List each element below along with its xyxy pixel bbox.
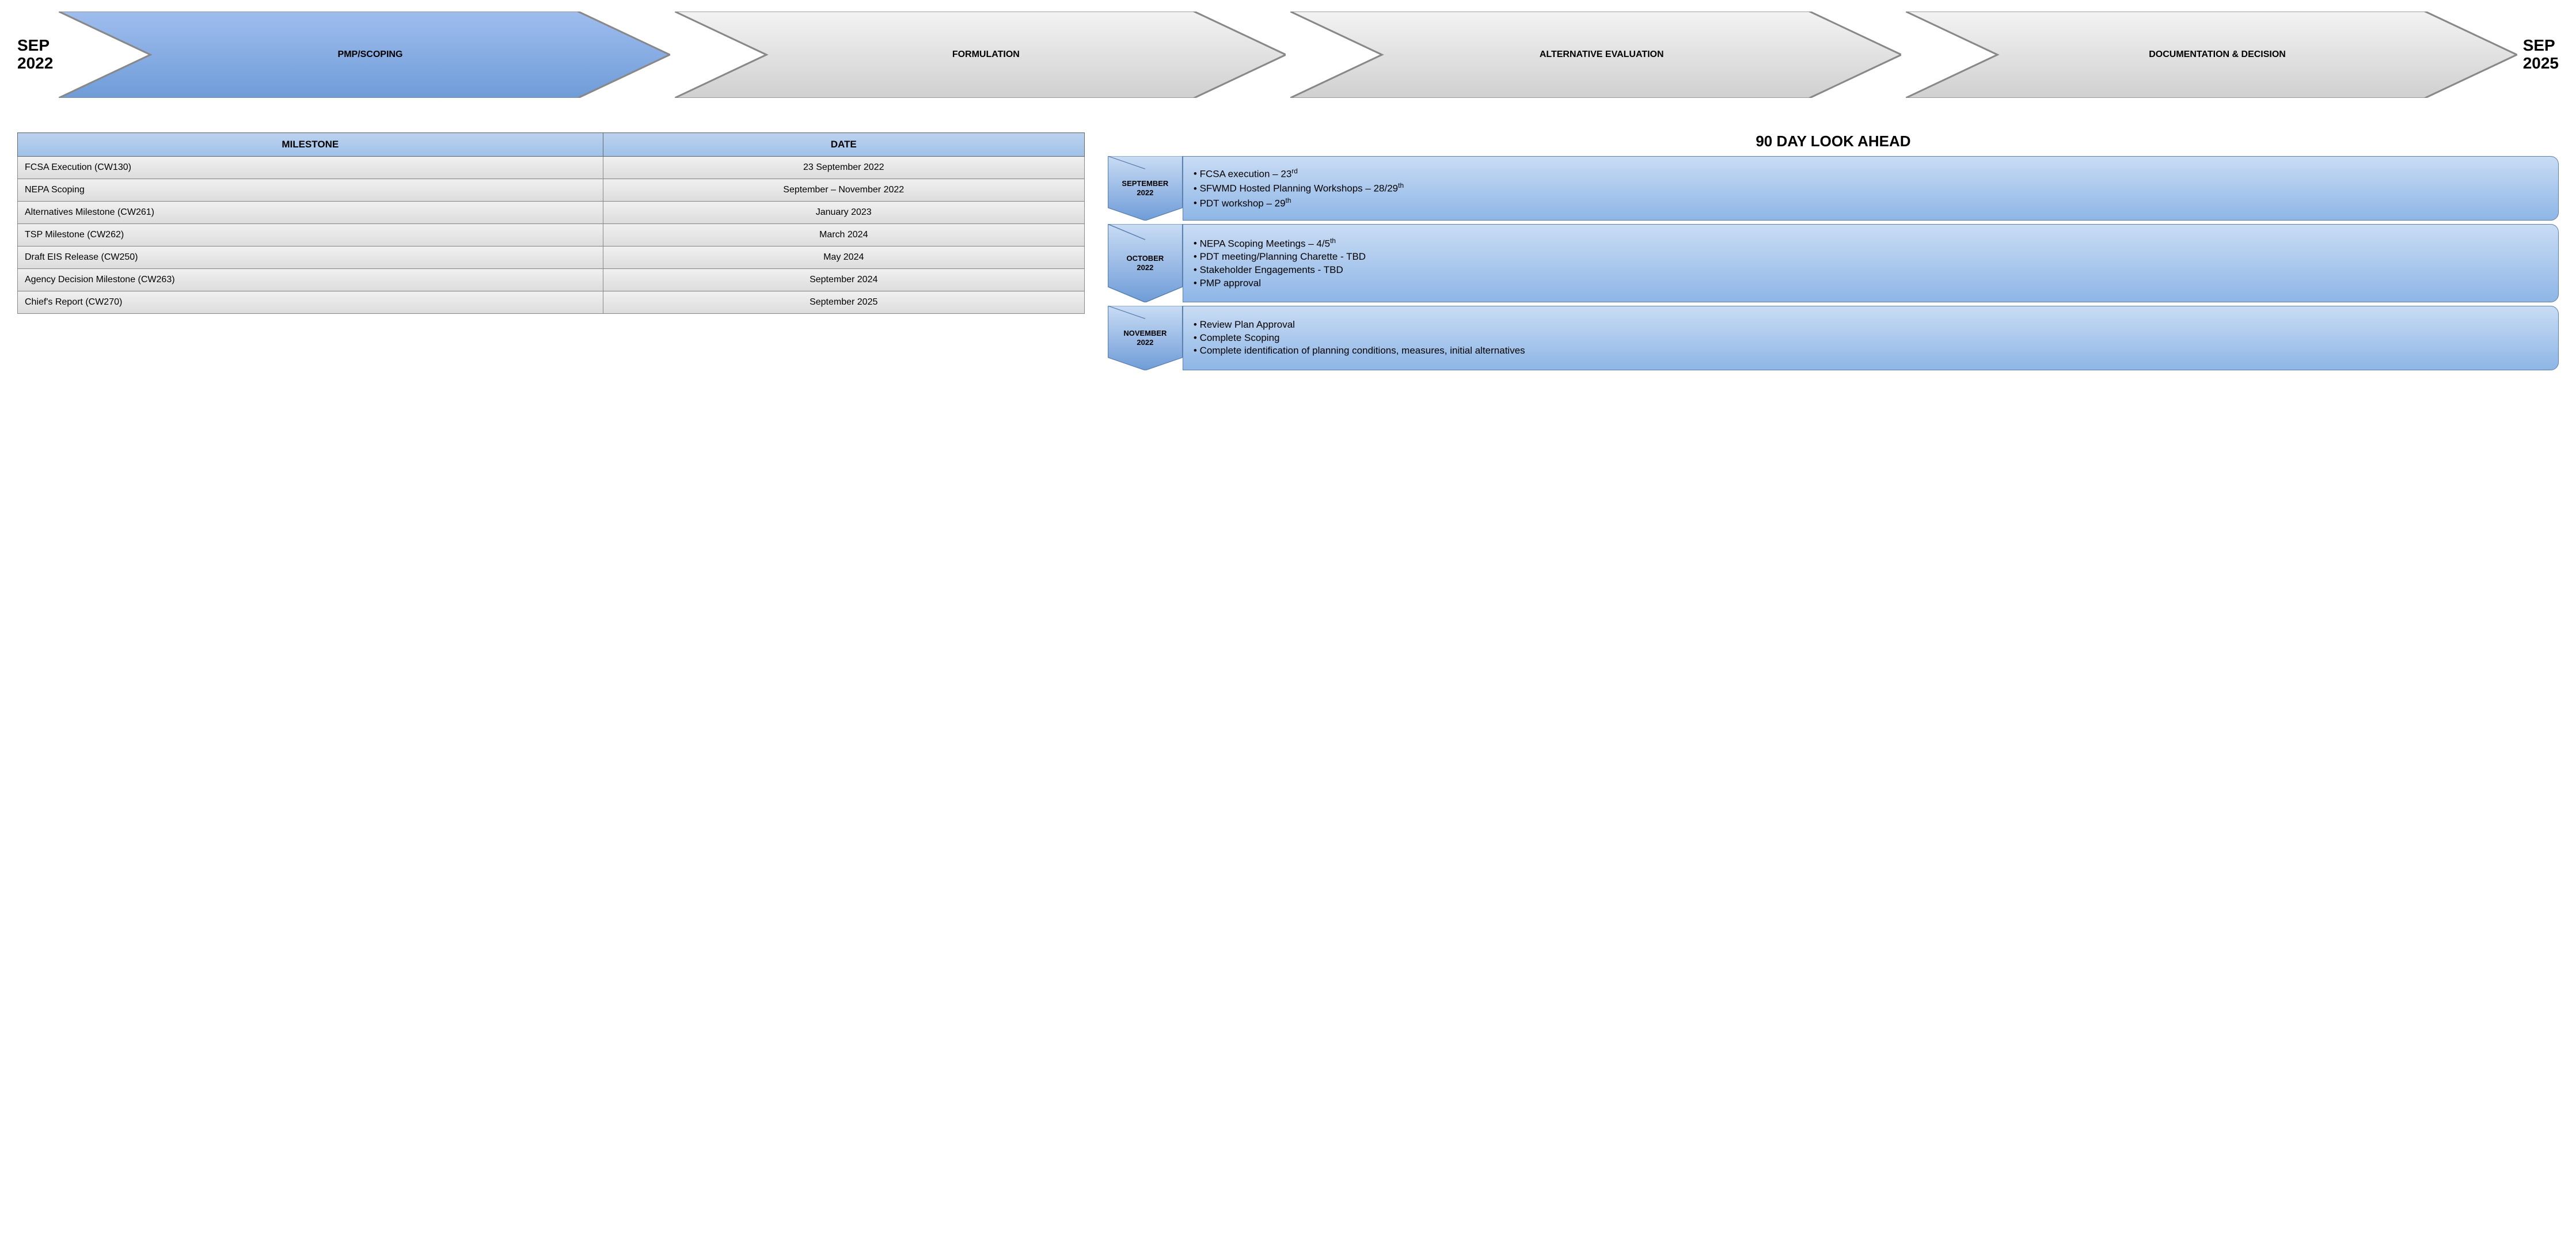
lookahead-bullet: Stakeholder Engagements - TBD (1194, 264, 1366, 277)
process-chevron: DOCUMENTATION & DECISION (1906, 12, 2517, 98)
lookahead-bullet: Review Plan Approval (1194, 318, 1525, 332)
process-chevron: ALTERNATIVE EVALUATION (1290, 12, 1901, 98)
lookahead-bullet: SFWMD Hosted Planning Workshops – 28/29t… (1194, 181, 1404, 196)
milestone-cell: TSP Milestone (CW262) (18, 224, 603, 246)
date-cell: May 2024 (603, 246, 1084, 269)
process-chevron: FORMULATION (675, 12, 1286, 98)
lookahead-title: 90 DAY LOOK AHEAD (1108, 132, 2559, 150)
milestone-cell: Alternatives Milestone (CW261) (18, 202, 603, 224)
table-row: Chief's Report (CW270) September 2025 (18, 291, 1085, 314)
lookahead-chevron: SEPTEMBER2022 (1108, 156, 1183, 221)
lookahead-body: Review Plan ApprovalComplete ScopingComp… (1183, 306, 2559, 370)
lookahead-item: SEPTEMBER2022 FCSA execution – 23rdSFWMD… (1108, 156, 2559, 221)
end-date: SEP 2025 (2523, 37, 2559, 73)
table-row: Alternatives Milestone (CW261) January 2… (18, 202, 1085, 224)
milestone-cell: Agency Decision Milestone (CW263) (18, 269, 603, 291)
chevron-container: PMP/SCOPING FORMULATION ALTERNATIVE EVAL… (59, 12, 2517, 98)
table-row: Agency Decision Milestone (CW263) Septem… (18, 269, 1085, 291)
table-header-milestone: MILESTONE (18, 133, 603, 157)
date-cell: January 2023 (603, 202, 1084, 224)
milestone-cell: Chief's Report (CW270) (18, 291, 603, 314)
lookahead-chevron: NOVEMBER2022 (1108, 306, 1183, 370)
table-row: Draft EIS Release (CW250) May 2024 (18, 246, 1085, 269)
lookahead-bullet: PDT workshop – 29th (1194, 196, 1404, 211)
lookahead-bullet: PDT meeting/Planning Charette - TBD (1194, 251, 1366, 264)
process-chevron-label: DOCUMENTATION & DECISION (2126, 49, 2297, 60)
date-cell: September 2024 (603, 269, 1084, 291)
milestone-table-wrap: MILESTONE DATE FCSA Execution (CW130) 23… (17, 132, 1085, 314)
process-chevron-label: PMP/SCOPING (315, 49, 415, 60)
milestone-cell: Draft EIS Release (CW250) (18, 246, 603, 269)
process-chevron-label: FORMULATION (929, 49, 1031, 60)
lookahead-bullet: NEPA Scoping Meetings – 4/5th (1194, 236, 1366, 251)
lookahead-item: OCTOBER2022 NEPA Scoping Meetings – 4/5t… (1108, 224, 2559, 302)
date-cell: September 2025 (603, 291, 1084, 314)
table-row: TSP Milestone (CW262) March 2024 (18, 224, 1085, 246)
milestone-table: MILESTONE DATE FCSA Execution (CW130) 23… (17, 132, 1085, 314)
lookahead-bullet: Complete Scoping (1194, 332, 1525, 345)
lookahead-bullet: Complete identification of planning cond… (1194, 344, 1525, 358)
table-row: FCSA Execution (CW130) 23 September 2022 (18, 157, 1085, 179)
milestone-cell: NEPA Scoping (18, 179, 603, 202)
lookahead-section: 90 DAY LOOK AHEAD SEPTEMBER2022 FCSA exe… (1108, 132, 2559, 374)
date-cell: 23 September 2022 (603, 157, 1084, 179)
lookahead-chevron: OCTOBER2022 (1108, 224, 1183, 302)
date-cell: March 2024 (603, 224, 1084, 246)
lookahead-bullet: FCSA execution – 23rd (1194, 166, 1404, 181)
lookahead-month-label: SEPTEMBER2022 (1122, 179, 1168, 197)
lookahead-body: FCSA execution – 23rdSFWMD Hosted Planni… (1183, 156, 2559, 221)
table-header-date: DATE (603, 133, 1084, 157)
lookahead-bullet: PMP approval (1194, 277, 1366, 290)
process-chevron-row: SEP 2022 PMP/SCOPING FORMULATION (17, 12, 2559, 98)
start-date: SEP 2022 (17, 37, 53, 73)
table-row: NEPA Scoping September – November 2022 (18, 179, 1085, 202)
process-chevron-label: ALTERNATIVE EVALUATION (1517, 49, 1675, 60)
lookahead-item: NOVEMBER2022 Review Plan ApprovalComplet… (1108, 306, 2559, 370)
lookahead-month-label: NOVEMBER2022 (1123, 329, 1167, 347)
date-cell: September – November 2022 (603, 179, 1084, 202)
lookahead-month-label: OCTOBER2022 (1126, 254, 1164, 272)
milestone-cell: FCSA Execution (CW130) (18, 157, 603, 179)
lookahead-body: NEPA Scoping Meetings – 4/5thPDT meeting… (1183, 224, 2559, 302)
process-chevron: PMP/SCOPING (59, 12, 670, 98)
